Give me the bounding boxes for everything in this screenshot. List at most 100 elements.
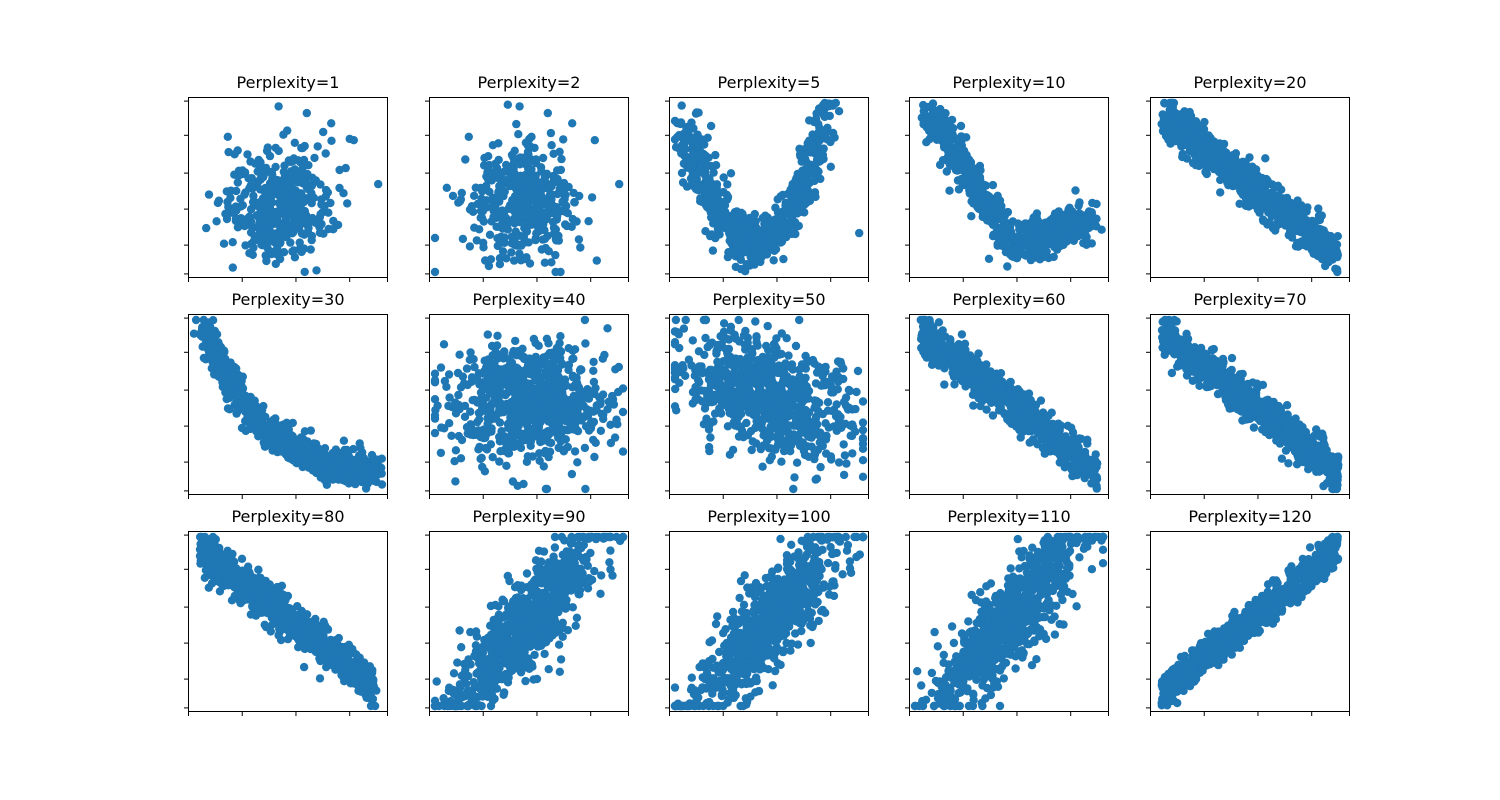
scatter-point [341,163,350,173]
scatter-point [257,240,266,249]
scatter-point [785,219,794,229]
scatter-point [707,184,716,193]
scatter-point [1191,144,1200,153]
scatter-point [801,186,810,195]
scatter-point [498,247,508,256]
scatter-point [317,200,326,209]
scatter-point [271,259,280,269]
scatter-point [536,163,546,172]
scatter-point [521,212,531,221]
scatter-point [720,212,729,221]
scatter-point [313,142,322,151]
scatter-point [603,324,612,333]
scatter-point [474,445,483,454]
scatter-point [758,462,767,471]
scatter-point [580,315,590,325]
scatter-point [1325,232,1335,241]
scatter-point [445,393,454,402]
scatter-point [521,418,530,427]
scatter-point [288,229,297,238]
scatter-point [433,401,442,410]
scatter-point [809,141,818,150]
scatter-point [1225,174,1235,183]
scatter-point [280,221,290,230]
scatter-point [819,100,828,110]
scatter-point [496,237,505,247]
scatter-point [763,222,773,231]
scatter-point [340,445,349,455]
scatter-point [243,150,252,159]
scatter-point [821,133,830,142]
scatter-point [805,116,814,125]
scatter-point [495,254,505,263]
scatter-point [820,112,829,122]
scatter-point [500,347,509,356]
subplot-7: Perplexity=40 [425,290,629,499]
scatter-point [267,249,276,259]
scatter-point [500,175,509,185]
scatter-point [556,165,566,175]
scatter-point [480,356,489,365]
scatter-point [549,149,558,158]
scatter-point [491,202,500,211]
scatter-point [1231,149,1241,158]
scatter-point [1066,222,1075,232]
scatter-point [259,165,268,174]
scatter-point [996,223,1005,233]
scatter-point [567,469,577,479]
scatter-point [1071,186,1080,195]
axes-frame [669,97,869,278]
scatter-point [277,447,286,456]
scatter-point [249,243,258,252]
scatter-point [299,244,309,253]
scatter-point [482,427,492,436]
scatter-point [1193,121,1202,130]
scatter-point [858,444,868,453]
scatter-point [713,224,723,233]
scatter-point [1169,117,1178,127]
scatter-point [771,203,780,212]
scatter-point [748,227,757,236]
scatter-point [491,414,501,423]
scatter-point [355,463,365,472]
scatter-point [539,408,549,418]
scatter-point [1329,239,1338,248]
scatter-point [226,391,235,401]
scatter-point [302,108,311,118]
scatter-point [1261,154,1270,163]
subplot-8: Perplexity=50 [665,290,869,499]
scatter-point [485,230,495,239]
scatter-point [1055,218,1064,227]
scatter-point [1319,239,1328,249]
scatter-point [484,152,493,161]
scatter-point [309,193,319,202]
scatter-point [700,140,709,149]
scatter-point [504,445,513,455]
scatter-point [1029,213,1038,222]
scatter-point [519,232,529,241]
scatter-point [1321,261,1330,271]
scatter-point [819,144,828,153]
subplot-title: Perplexity=50 [712,290,826,309]
scatter-point [1207,155,1216,165]
scatter-point [740,224,750,234]
scatter-point [534,398,544,407]
scatter-point [946,146,955,155]
scatter-point [581,339,590,348]
scatter-point [539,220,548,229]
scatter-point [356,443,365,452]
scatter-point [488,351,497,360]
scatter-point [1175,111,1185,120]
scatter-point [599,414,608,424]
scatter-point [997,201,1006,211]
scatter-point [240,221,249,231]
scatter-point [514,372,523,381]
scatter-point [543,108,552,118]
scatter-point [527,165,536,174]
scatter-point [547,182,556,191]
scatter-point [1217,168,1226,177]
scatter-point [316,210,325,219]
scatter-point [937,121,946,130]
scatter-point [249,191,258,201]
scatter-point [690,153,699,162]
